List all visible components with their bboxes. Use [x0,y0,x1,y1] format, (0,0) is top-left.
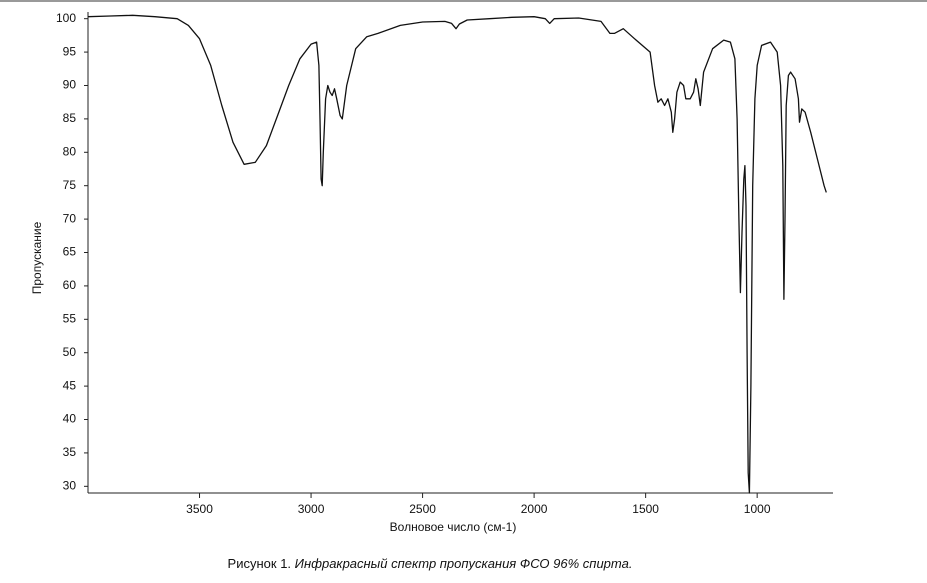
y-tick-label: 50 [63,345,77,359]
caption-text: Инфракрасный спектр пропускания ФСО 96% … [295,556,633,571]
caption-label: Рисунок 1. [228,556,291,571]
y-tick-label: 75 [63,178,77,192]
x-tick-label: 1500 [632,502,659,516]
y-tick-label: 85 [63,111,77,125]
y-axis-title: Пропускание [30,221,44,294]
y-tick-label: 30 [63,478,77,492]
x-tick-label: 1000 [744,502,771,516]
y-tick-label: 60 [63,278,77,292]
y-tick-label: 40 [63,412,77,426]
y-tick-label: 80 [63,144,77,158]
x-tick-label: 2000 [521,502,548,516]
y-tick-label: 65 [63,245,77,259]
y-tick-label: 90 [63,78,77,92]
caption: Рисунок 1. Инфракрасный спектр пропускан… [228,556,633,571]
y-tick-label: 55 [63,311,77,325]
x-tick-label: 2500 [409,502,436,516]
y-tick-label: 70 [63,211,77,225]
x-tick-label: 3000 [298,502,325,516]
y-tick-label: 100 [56,11,76,25]
x-axis-title: Волновое число (см-1) [390,520,517,534]
y-tick-label: 35 [63,445,77,459]
y-tick-label: 95 [63,44,77,58]
spectrum-line [87,14,827,494]
y-tick-label: 45 [63,378,77,392]
x-tick-label: 3500 [186,502,213,516]
